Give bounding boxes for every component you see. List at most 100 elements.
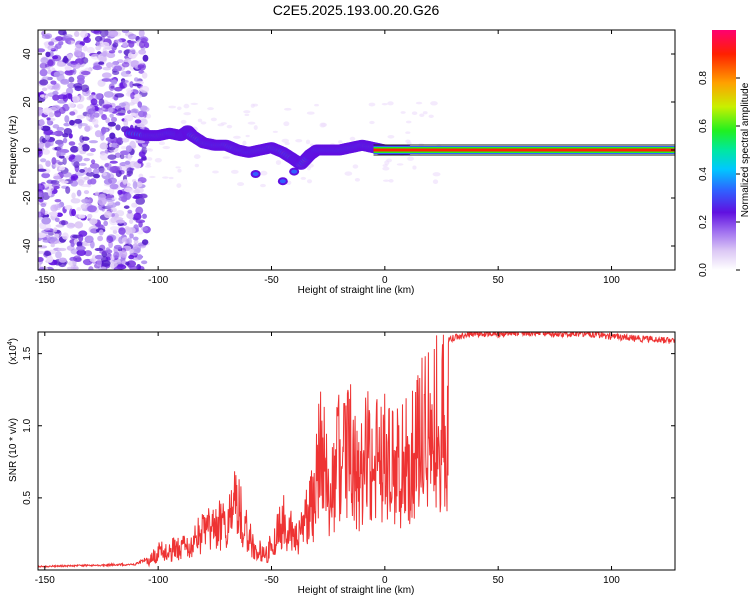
noise-blob: [94, 93, 103, 100]
noise-blob: [111, 142, 117, 148]
noise-blob: [101, 126, 107, 135]
noise-blob: [38, 192, 45, 198]
noise-blob: [133, 189, 141, 194]
noise-blob: [61, 232, 69, 240]
noise-blob: [130, 112, 137, 117]
faint-blob: [283, 107, 292, 111]
noise-blob: [70, 61, 78, 65]
noise-blob: [104, 149, 109, 154]
noise-blob: [67, 82, 76, 89]
noise-blob: [38, 119, 45, 126]
noise-blob: [87, 167, 92, 173]
noise-blob: [46, 84, 52, 90]
x-tick-label: 0: [382, 575, 388, 586]
noise-blob: [126, 173, 132, 177]
faint-blob: [432, 172, 441, 177]
noise-blob: [118, 81, 128, 89]
noise-blob: [40, 202, 47, 208]
noise-blob: [127, 227, 136, 234]
noise-blob: [54, 198, 62, 203]
spectrogram-y-ticks: -40 -20 0 20 40: [22, 48, 675, 253]
faint-blob: [175, 166, 181, 169]
faint-blob: [176, 183, 182, 188]
noise-blob: [107, 154, 117, 160]
noise-blob: [64, 115, 70, 123]
noise-blob: [138, 49, 147, 55]
noise-blob: [138, 70, 145, 74]
faint-blob: [244, 113, 250, 116]
noise-blob: [94, 254, 104, 260]
faint-blob: [405, 131, 411, 134]
noise-blob: [70, 175, 76, 181]
colorbar-tick-label: 0.8: [698, 71, 709, 85]
colorbar-ticks: 0.0 0.2 0.4 0.6 0.8: [698, 71, 740, 277]
noise-blob: [127, 33, 137, 40]
noise-blob: [42, 236, 48, 241]
noise-blob: [133, 239, 139, 244]
noise-blob: [68, 102, 75, 108]
faint-blob: [145, 148, 151, 151]
noise-blob: [111, 197, 117, 201]
faint-blob: [272, 130, 278, 133]
noise-blob: [100, 259, 111, 267]
noise-blob: [87, 205, 97, 213]
noise-blob: [115, 112, 126, 116]
noise-blob: [114, 93, 125, 98]
noise-blob: [115, 219, 126, 224]
faint-blob: [349, 136, 356, 141]
faint-blob: [369, 120, 375, 125]
noise-blob: [136, 123, 145, 128]
noise-blob: [102, 189, 110, 194]
faint-blob: [407, 156, 414, 161]
noise-blob: [68, 260, 77, 267]
faint-blob: [176, 106, 182, 111]
noise-blob: [99, 142, 108, 150]
noise-blob: [117, 189, 123, 195]
snr-panel: -150 -100 -50 0 50 100 0.5 1.0 1.5 Height of st…: [7, 331, 676, 596]
noise-blob: [69, 208, 74, 217]
noise-blob: [81, 198, 92, 204]
faint-blob: [314, 103, 320, 107]
noise-blob: [141, 213, 147, 219]
faint-blob: [183, 103, 190, 109]
noise-blob: [98, 109, 104, 115]
faint-blob: [405, 120, 412, 124]
noise-blob: [76, 249, 87, 256]
noise-blob: [133, 93, 143, 99]
noise-blob: [87, 179, 93, 185]
noise-blob: [126, 237, 132, 245]
noise-blob: [48, 41, 55, 46]
noise-blob: [41, 87, 48, 92]
noise-blob: [87, 213, 93, 219]
noise-blob: [81, 143, 90, 152]
noise-blob: [132, 195, 141, 200]
noise-blob: [69, 119, 75, 126]
snr-y-axis-label: SNR (10 * v/v): [8, 418, 19, 482]
faint-blob: [352, 164, 359, 169]
faint-blob: [275, 160, 282, 165]
y-tick-label: 20: [22, 96, 33, 108]
noise-blob: [69, 111, 76, 116]
noise-blob: [90, 240, 95, 249]
noise-blob: [39, 79, 49, 86]
noise-blob: [78, 214, 86, 219]
y-tick-label: 40: [22, 48, 33, 60]
snr-scale-label: (x104): [7, 338, 19, 365]
faint-blob: [415, 101, 423, 105]
noise-blob: [141, 239, 149, 246]
noise-blob: [40, 57, 49, 64]
colorbar-tick-label: 0.2: [698, 215, 709, 229]
noise-blob: [68, 141, 76, 146]
faint-blob: [319, 122, 326, 128]
colorbar-tick-label: 0.0: [698, 263, 709, 277]
noise-blob: [124, 192, 132, 201]
faint-blob: [193, 154, 201, 159]
noise-blob: [38, 250, 45, 254]
noise-blob: [141, 260, 148, 265]
noise-blob: [112, 70, 120, 75]
noise-blob: [118, 102, 127, 107]
faint-blob: [384, 160, 390, 166]
noise-blob: [93, 173, 100, 179]
noise-blob: [73, 255, 82, 262]
noise-blob: [126, 212, 134, 220]
